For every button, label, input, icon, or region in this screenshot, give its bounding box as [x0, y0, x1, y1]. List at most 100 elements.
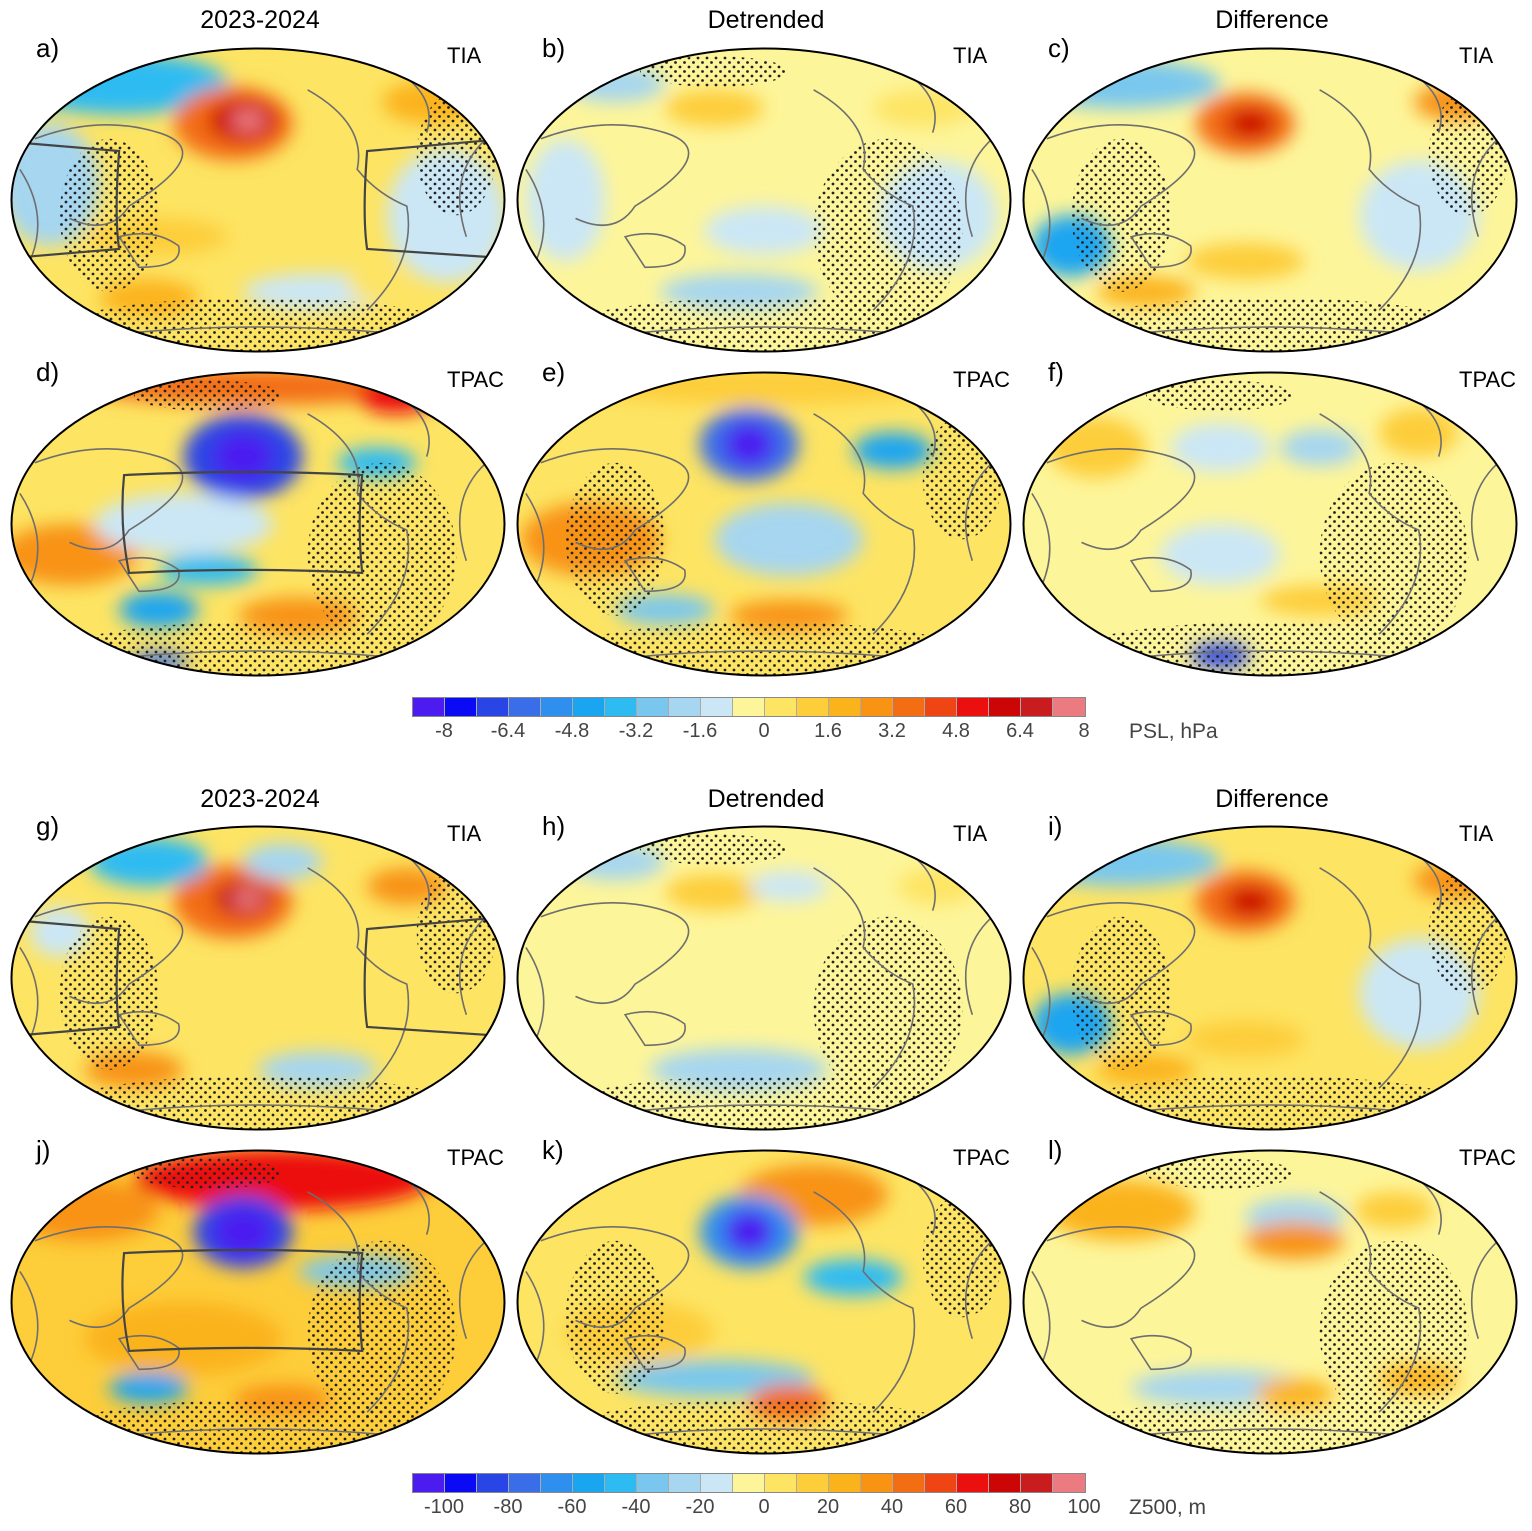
panel-region-tag: TIA	[1459, 43, 1494, 68]
region-box	[11, 137, 505, 260]
colorbar-tick-label: -40	[621, 1496, 651, 1518]
anomaly-blob	[724, 423, 774, 466]
anomaly-blob	[1279, 429, 1360, 466]
colorbar-swatch	[957, 1474, 989, 1492]
map-field	[1023, 1150, 1517, 1454]
panel-region-tag: TIA	[953, 821, 988, 846]
colorbar-swatch	[509, 1474, 541, 1492]
panel-region-tag: TIA	[447, 821, 482, 846]
colorbar-swatch	[605, 1474, 637, 1492]
colorbar-swatch	[829, 1474, 861, 1492]
panel-letter: a)	[36, 33, 60, 63]
anomaly-blob	[1245, 1222, 1345, 1260]
colorbar-tick-label: 20	[816, 1496, 840, 1518]
panel-letter: e)	[542, 357, 566, 387]
colorbar-swatch	[957, 698, 989, 716]
anomaly-map	[516, 1149, 1012, 1455]
colorbar-tick-label: -1.6	[682, 720, 718, 742]
panel-letter: j)	[36, 1135, 51, 1165]
map-field	[517, 1150, 1011, 1454]
panel-letter: h)	[542, 811, 566, 841]
anomaly-map	[516, 825, 1012, 1131]
panel-letter: g)	[36, 811, 60, 841]
region-box	[121, 1248, 364, 1353]
column-title-4: 2023-2024	[200, 785, 320, 813]
panel-letter: k)	[542, 1135, 564, 1165]
anomaly-blob	[897, 867, 978, 905]
colorbar-swatch	[637, 698, 669, 716]
colorbar-swatch	[477, 698, 509, 716]
anomaly-blob	[94, 493, 273, 555]
colorbar-tick-label: -6.4	[490, 720, 526, 742]
colorbar-z500	[412, 1473, 1086, 1493]
colorbar-tick-label: -3.2	[618, 720, 654, 742]
map-field	[1023, 826, 1517, 1130]
colorbar-swatch	[1053, 1474, 1085, 1492]
map-outline	[1022, 371, 1518, 677]
panel-letter: b)	[542, 33, 566, 63]
column-title-2: Detrended	[707, 6, 825, 34]
map-outline	[516, 47, 1012, 353]
colorbar-swatch	[893, 1474, 925, 1492]
panel-region-tag: TPAC	[447, 1145, 505, 1170]
colorbar-tick-label: 60	[944, 1496, 968, 1518]
anomaly-blob	[89, 837, 209, 887]
map-outline	[1022, 47, 1518, 353]
colorbar-swatch	[573, 1474, 605, 1492]
anomaly-blob	[1225, 108, 1275, 139]
anomaly-blob	[11, 1179, 159, 1241]
anomaly-map	[10, 47, 506, 353]
colorbar-swatch	[509, 698, 541, 716]
colorbar-tick-label: 100	[1067, 1496, 1101, 1518]
colorbar-swatch	[733, 1474, 765, 1492]
colorbar-tick-label: 3.2	[878, 720, 906, 742]
anomaly-blob	[1379, 407, 1459, 457]
anomaly-blob	[664, 89, 764, 127]
column-title-5: Detrended	[707, 785, 825, 813]
colorbar-swatch	[1021, 1474, 1053, 1492]
colorbar-swatch	[445, 1474, 477, 1492]
panel-letter: f)	[1048, 357, 1064, 387]
map-outline	[516, 825, 1012, 1131]
anomaly-blob	[347, 270, 407, 301]
anomaly-blob	[213, 1207, 273, 1257]
anomaly-blob	[1225, 886, 1275, 917]
anomaly-blob	[664, 873, 764, 911]
panel-region-tag: TIA	[953, 43, 988, 68]
colorbar-swatch	[765, 698, 797, 716]
colorbar-swatch	[829, 698, 861, 716]
colorbar-swatch	[413, 698, 445, 716]
colorbar-swatch	[701, 1474, 733, 1492]
colorbar-swatch	[1053, 698, 1085, 716]
colorbar-swatch	[797, 1474, 829, 1492]
anomaly-map	[10, 371, 506, 677]
anomaly-blob	[1354, 1191, 1434, 1229]
anomaly-blob	[724, 1210, 774, 1254]
colorbar-tick-label: 80	[1008, 1496, 1032, 1518]
region-box	[121, 470, 364, 575]
anomaly-map	[1022, 371, 1518, 677]
colorbar-swatch	[989, 1474, 1021, 1492]
map-outline	[516, 371, 1012, 677]
anomaly-map	[1022, 47, 1518, 353]
colorbar-tick-label: -20	[685, 1496, 715, 1518]
colorbar-swatch	[893, 698, 925, 716]
anomaly-blob	[109, 1372, 189, 1403]
column-title-6: Difference	[1215, 785, 1329, 813]
anomaly-blob	[704, 206, 824, 256]
colorbar-tick-label: 8	[1078, 720, 1090, 742]
anomaly-blob	[1170, 423, 1270, 472]
anomaly-blob	[749, 870, 829, 902]
colorbar-psl-unit: PSL, hPa	[1129, 720, 1218, 743]
colorbar-swatch	[797, 698, 829, 716]
colorbar-tick-label: 0	[758, 720, 770, 742]
anomaly-blob	[714, 502, 864, 577]
colorbar-psl	[412, 697, 1086, 717]
panel-letter: i)	[1048, 811, 1063, 841]
anomaly-blob	[213, 432, 273, 482]
colorbar-swatch	[541, 1474, 573, 1492]
panel-region-tag: TPAC	[1459, 1145, 1517, 1170]
map-outline	[10, 371, 506, 677]
map-outline	[516, 1149, 1012, 1455]
colorbar-swatch	[477, 1474, 509, 1492]
